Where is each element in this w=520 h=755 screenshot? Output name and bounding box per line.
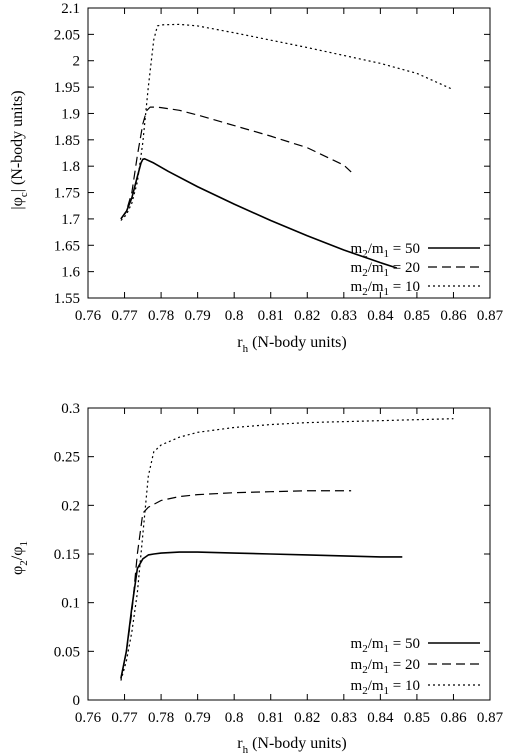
chart-panel-phi-ratio: 0.76 0.77 0.78 0.79 0.8 0.81 0.82 0.83 0.84 0.85 0…: [9, 401, 504, 755]
x-tick-labels: 0.76 0.77 0.78 0.79 0.8 0.81 0.82 0.83 0.84 0.85 0…: [75, 710, 504, 726]
y-tick-label: 0.2: [61, 498, 80, 514]
y-tick-label: 1.55: [54, 291, 80, 307]
y-tick-label: 0.05: [54, 644, 80, 660]
series-line: [120, 106, 352, 220]
x-tick-label: 0.77: [111, 710, 138, 726]
x-tick-label: 0.81: [258, 308, 284, 324]
y-tick-label: 0.25: [54, 450, 80, 466]
y-tick-label: 1.65: [54, 238, 80, 254]
y-tick-label: 1.7: [61, 212, 80, 228]
y-tick-labels: 0 0.05 0.1 0.15 0.2 0.25 0.3: [54, 401, 80, 709]
y-axis-label: φ2/φ1: [9, 541, 30, 575]
x-tick-label: 0.85: [404, 308, 430, 324]
x-tick-label: 0.84: [367, 308, 394, 324]
y-tick-label: 1.75: [54, 186, 80, 202]
y-tick-label: 1.85: [54, 133, 80, 149]
legend: m2/m1 = 50 m2/m1 = 20 m2/m1 = 10: [351, 636, 480, 697]
x-tick-label: 0.83: [331, 710, 357, 726]
tick-marks: [87, 7, 491, 299]
x-tick-label: 0.87: [477, 308, 504, 324]
y-tick-label: 2: [73, 54, 81, 70]
y-tick-label: 0.15: [54, 547, 80, 563]
x-tick-label: 0.76: [75, 308, 102, 324]
x-tick-label: 0.85: [404, 710, 430, 726]
plot-frame: [87, 7, 491, 299]
legend-label-20: m2/m1 = 20: [351, 657, 420, 676]
x-tick-label: 0.8: [225, 308, 244, 324]
x-tick-label: 0.78: [148, 308, 174, 324]
x-tick-label: 0.81: [258, 710, 284, 726]
legend-label-50: m2/m1 = 50: [351, 241, 420, 260]
x-tick-label: 0.78: [148, 710, 174, 726]
x-tick-label: 0.79: [185, 710, 211, 726]
series-line: [120, 23, 454, 221]
x-tick-labels: 0.76 0.77 0.78 0.79 0.8 0.81 0.82 0.83 0.84 0.85 0…: [75, 308, 504, 324]
series-line: [120, 158, 398, 269]
y-tick-label: 1.95: [54, 80, 80, 96]
x-tick-label: 0.77: [111, 308, 138, 324]
x-tick-label: 0.82: [294, 710, 320, 726]
legend-label-20: m2/m1 = 20: [351, 260, 420, 279]
legend-label-10: m2/m1 = 10: [351, 678, 420, 697]
x-tick-label: 0.76: [75, 710, 102, 726]
x-tick-label: 0.87: [477, 710, 504, 726]
y-tick-label: 1.6: [61, 265, 80, 281]
x-tick-label: 0.84: [367, 710, 394, 726]
y-tick-label: 2.05: [54, 27, 80, 43]
tick-marks: [87, 407, 491, 701]
legend-label-10: m2/m1 = 10: [351, 279, 420, 298]
x-tick-label: 0.82: [294, 308, 320, 324]
y-tick-label: 0: [73, 693, 81, 709]
chart-panel-phi-c: 0.76 0.77 0.78 0.79 0.8 0.81 0.82 0.83 0.84 0.85 0…: [9, 1, 504, 355]
y-axis-label: |φc| (N-body units): [9, 90, 30, 209]
y-tick-label: 0.3: [61, 401, 80, 417]
legend-label-50: m2/m1 = 50: [351, 636, 420, 655]
data-series-group: [120, 418, 454, 681]
y-tick-labels: 1.55 1.6 1.65 1.7 1.75 1.8 1.85 1.9 1.95 2 2.05 2.1: [54, 1, 81, 307]
data-series-group: [120, 23, 454, 269]
series-line: [120, 418, 454, 681]
x-axis-label: rh (N-body units): [237, 334, 346, 355]
y-tick-label: 1.8: [61, 159, 80, 175]
x-tick-label: 0.83: [331, 308, 357, 324]
x-tick-label: 0.86: [440, 710, 467, 726]
legend: m2/m1 = 50 m2/m1 = 20 m2/m1 = 10: [351, 241, 480, 298]
y-tick-label: 1.9: [61, 106, 80, 122]
y-tick-label: 0.1: [61, 596, 80, 612]
x-axis-label: rh (N-body units): [237, 735, 346, 755]
y-tick-label: 2.1: [61, 1, 80, 17]
x-tick-label: 0.79: [185, 308, 211, 324]
plot-area: [87, 7, 491, 299]
x-tick-label: 0.8: [225, 710, 244, 726]
series-line: [120, 490, 352, 679]
x-tick-label: 0.86: [440, 308, 467, 324]
